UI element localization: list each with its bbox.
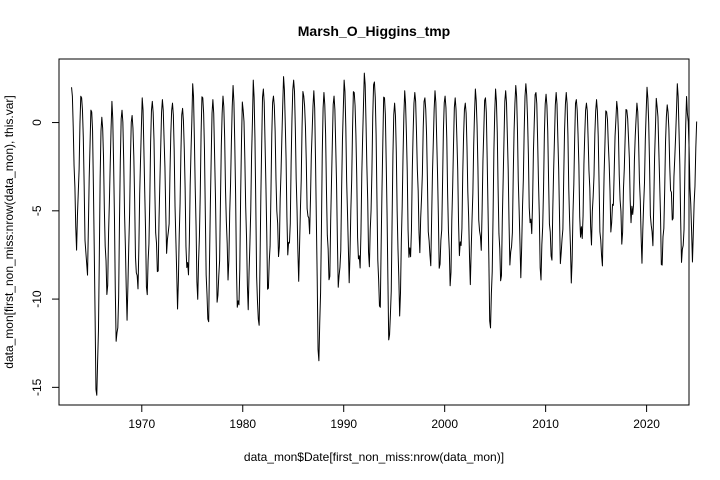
y-tick-label: -15 (30, 378, 44, 396)
series-line (71, 72, 698, 396)
x-tick-label: 2000 (431, 417, 458, 431)
x-tick-label: 1970 (128, 417, 155, 431)
y-axis-label: data_mon[first_non_miss:nrow(data_mon), … (2, 95, 16, 368)
y-tick-label: -5 (30, 205, 44, 216)
plot-frame (58, 58, 690, 406)
x-axis: 1970 1980 1990 2000 2010 2020 (128, 405, 660, 431)
series-layer (71, 72, 698, 396)
x-axis-label: data_mon$Date[first_non_miss:nrow(data_m… (244, 450, 504, 464)
chart-title: Marsh_O_Higgins_tmp (298, 23, 450, 39)
x-tick-label: 1980 (229, 417, 256, 431)
x-tick-label: 1990 (330, 417, 357, 431)
y-axis: -15 -10 -5 0 (30, 119, 59, 396)
y-tick-label: -10 (30, 290, 44, 308)
y-tick-label: 0 (30, 119, 44, 126)
x-tick-label: 2010 (532, 417, 559, 431)
x-tick-label: 2020 (633, 417, 660, 431)
